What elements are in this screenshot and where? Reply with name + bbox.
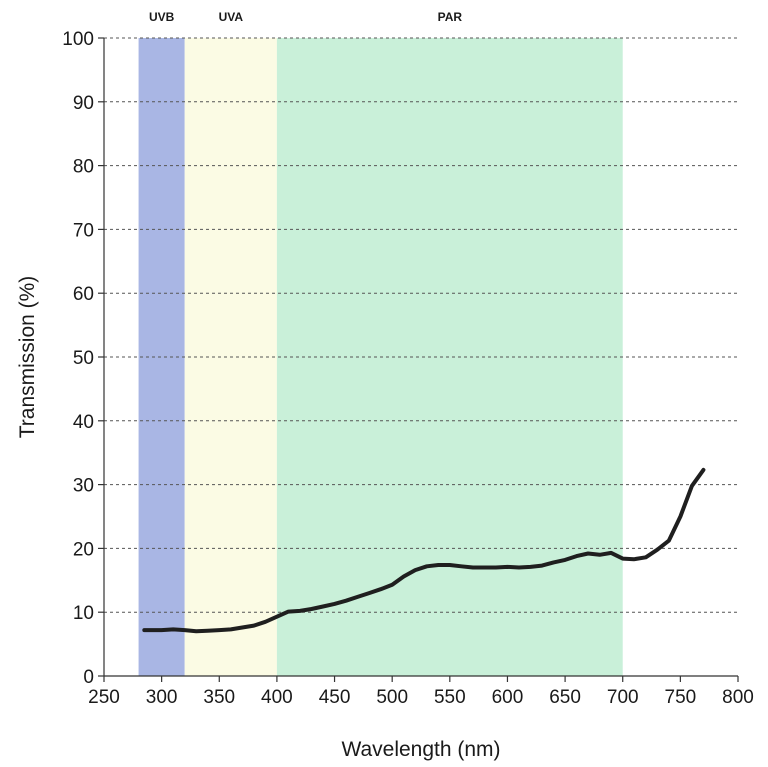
- axes: [98, 37, 739, 682]
- y-tick-label-100: 100: [62, 29, 94, 50]
- x-tick-label-600: 600: [492, 687, 524, 708]
- y-tick-label-80: 80: [73, 157, 94, 178]
- band-label-uva: UVA: [219, 10, 244, 24]
- band-label-par: PAR: [438, 10, 463, 24]
- series-line-0: [142, 467, 706, 634]
- x-tick-label-550: 550: [434, 687, 466, 708]
- x-axis-title: Wavelength (nm): [341, 738, 500, 761]
- x-tick-label-700: 700: [607, 687, 639, 708]
- data-series: [142, 467, 706, 634]
- x-tick-label-800: 800: [722, 687, 754, 708]
- x-tick-label-300: 300: [146, 687, 178, 708]
- grid-lines: [104, 37, 738, 613]
- x-tick-label-400: 400: [261, 687, 293, 708]
- x-tick-label-350: 350: [203, 687, 235, 708]
- x-tick-label-500: 500: [376, 687, 408, 708]
- y-tick-label-10: 10: [73, 603, 94, 624]
- y-tick-label-70: 70: [73, 220, 94, 241]
- band-label-uvb: UVB: [149, 10, 175, 24]
- y-tick-label-20: 20: [73, 539, 94, 560]
- y-tick-label-40: 40: [73, 412, 94, 433]
- tick-labels: 0 10 20 30 40 50 60 70 80 90 100 250 300 350 400 450 500…: [62, 29, 754, 708]
- x-tick-label-450: 450: [319, 687, 351, 708]
- y-tick-label-30: 30: [73, 476, 94, 497]
- x-tick-label-650: 650: [549, 687, 581, 708]
- x-tick-label-250: 250: [88, 687, 120, 708]
- y-tick-label-60: 60: [73, 284, 94, 305]
- y-tick-label-50: 50: [73, 348, 94, 369]
- y-tick-label-0: 0: [83, 667, 94, 688]
- y-axis-title: Transmission (%): [16, 276, 39, 439]
- y-tick-label-90: 90: [73, 93, 94, 114]
- spectral-bands: UVB UVA PAR: [138, 10, 623, 676]
- x-tick-label-750: 750: [665, 687, 697, 708]
